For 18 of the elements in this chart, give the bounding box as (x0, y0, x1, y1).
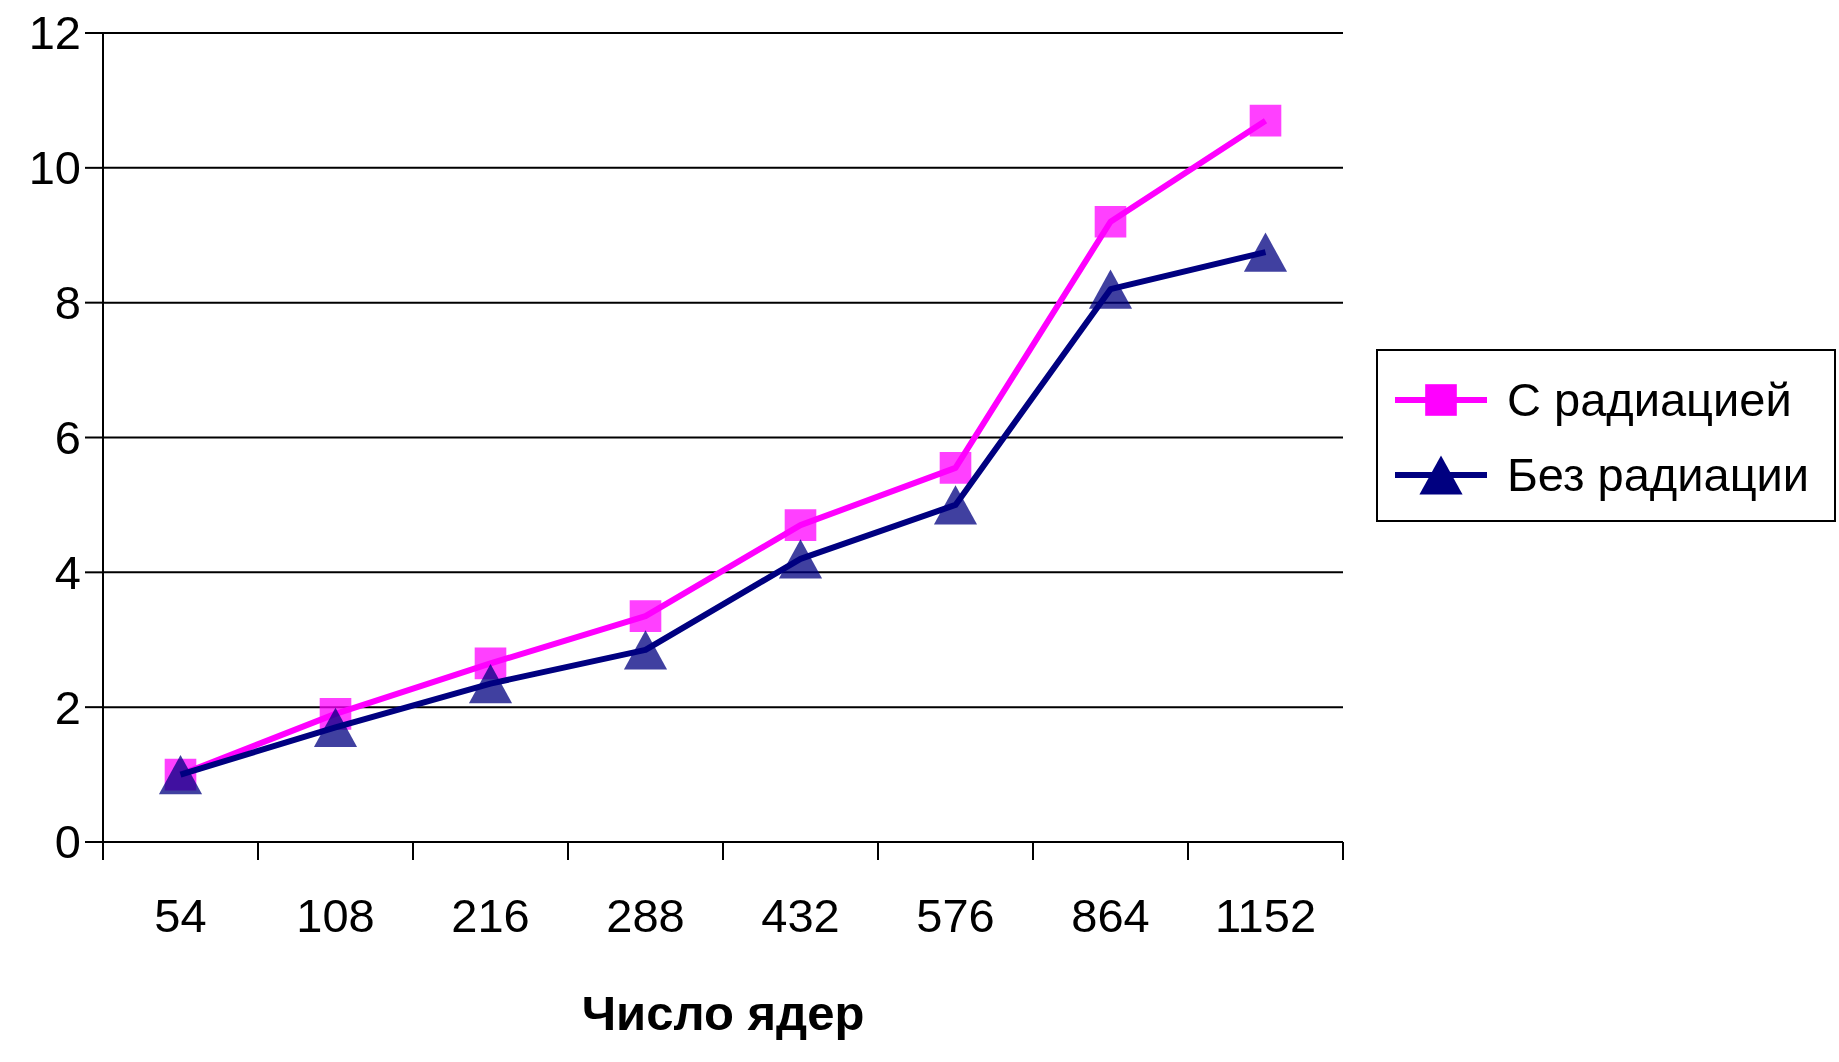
y-tick-label: 10 (28, 141, 81, 195)
x-tick-label: 216 (451, 889, 530, 942)
x-axis-title: Число ядер (581, 986, 865, 1040)
x-tick-label: 1152 (1214, 889, 1317, 942)
y-tick-label: 2 (54, 680, 81, 734)
y-tick-label: 8 (54, 276, 81, 330)
y-tick-label: 6 (54, 410, 81, 464)
x-tick-label: 432 (761, 889, 840, 942)
y-tick-label: 0 (54, 815, 81, 869)
x-tick-label: 108 (296, 889, 375, 942)
y-tick-label: 12 (28, 6, 81, 60)
y-tick-label: 4 (54, 545, 81, 599)
x-tick-label: 288 (606, 889, 685, 942)
legend-label: С радиацией (1507, 373, 1792, 427)
x-tick-label: 576 (916, 889, 995, 942)
x-tick-label: 54 (154, 889, 207, 942)
legend-label: Без радиации (1507, 448, 1810, 502)
x-tick-label: 864 (1071, 889, 1150, 942)
